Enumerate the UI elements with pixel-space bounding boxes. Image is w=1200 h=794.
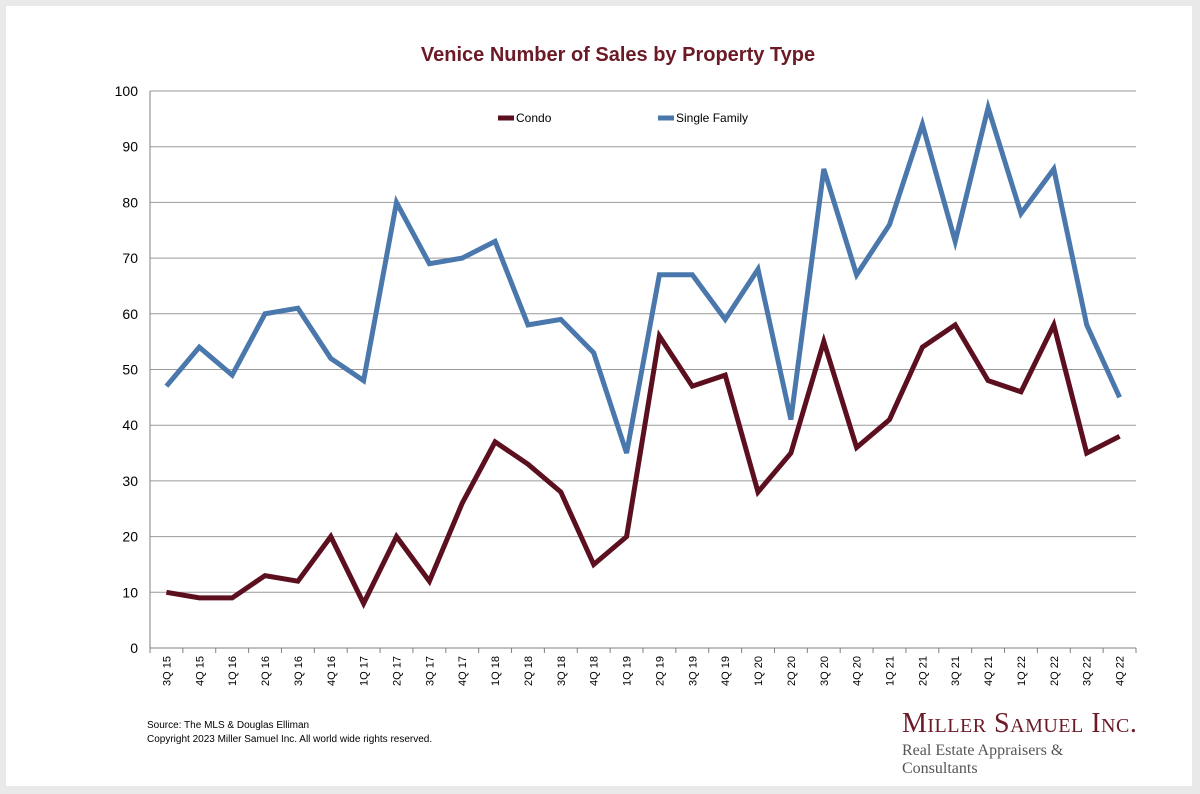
footer: Source: The MLS & Douglas Elliman Copyri… <box>147 719 432 747</box>
y-tick-label: 10 <box>122 584 138 600</box>
x-tick-label: 2Q 22 <box>1049 656 1061 686</box>
x-tick-label: 1Q 21 <box>885 656 897 686</box>
series-lines <box>164 98 1122 610</box>
y-tick-label: 20 <box>122 529 138 545</box>
x-tick-label: 1Q 18 <box>490 656 502 686</box>
legend: Condo Single Family <box>498 111 748 125</box>
x-tick-label: 4Q 22 <box>1115 656 1127 686</box>
x-tick-labels: 3Q 15 4Q 15 1Q 16 2Q 16 3Q 16 4Q 16 1Q 17 2Q 17… <box>161 656 1126 686</box>
x-tick-label: 2Q 20 <box>786 656 798 686</box>
brand-name: Miller Samuel Inc. <box>902 708 1138 739</box>
grid-lines <box>150 90 1136 593</box>
x-tick-label: 2Q 21 <box>917 656 929 686</box>
y-tick-label: 50 <box>122 362 138 378</box>
copyright-note: Copyright 2023 Miller Samuel Inc. All wo… <box>147 734 433 745</box>
y-tick-label: 60 <box>122 306 138 322</box>
x-tick-label: 4Q 20 <box>852 656 864 686</box>
x-tick-label: 3Q 16 <box>293 656 305 686</box>
x-tick-label: 3Q 21 <box>950 656 962 686</box>
x-tick-label: 2Q 16 <box>260 656 272 686</box>
x-tick-label: 2Q 17 <box>392 656 404 686</box>
x-tick-label: 4Q 15 <box>194 656 206 686</box>
x-tick-label: 4Q 17 <box>457 656 469 686</box>
source-note: Source: The MLS & Douglas Elliman <box>147 720 310 731</box>
brand-logo: Miller Samuel Inc. Real Estate Appraiser… <box>902 708 1142 778</box>
x-tick-label: 3Q 18 <box>556 656 568 686</box>
x-tick-label: 2Q 18 <box>523 656 535 686</box>
x-tick-label: 1Q 17 <box>359 656 371 686</box>
x-tick-label: 4Q 21 <box>983 656 995 686</box>
x-tick-label: 2Q 19 <box>654 656 666 686</box>
x-tick-label: 3Q 22 <box>1082 656 1094 686</box>
x-tick-label: 3Q 17 <box>424 656 436 686</box>
x-tick-label: 1Q 22 <box>1016 656 1028 686</box>
brand-tagline: Real Estate Appraisers & Consultants <box>902 742 1064 777</box>
y-tick-label: 0 <box>130 640 138 656</box>
x-tick-label: 4Q 19 <box>720 656 732 686</box>
single-family-line <box>164 98 1122 454</box>
condo-line <box>165 317 1121 610</box>
chart-title: Venice Number of Sales by Property Type <box>420 44 816 66</box>
x-tick-label: 1Q 16 <box>227 656 239 686</box>
legend-label-single-family: Single Family <box>676 111 748 125</box>
y-tick-label: 80 <box>122 194 138 210</box>
y-tick-label: 100 <box>115 83 139 99</box>
x-tick-label: 4Q 18 <box>589 656 601 686</box>
y-tick-labels: 0 10 20 30 40 50 60 70 80 90 100 <box>115 83 139 656</box>
y-tick-label: 40 <box>122 417 138 433</box>
x-tick-label: 3Q 19 <box>687 656 699 686</box>
y-tick-label: 90 <box>122 139 138 155</box>
y-tick-label: 30 <box>122 473 138 489</box>
y-tick-label: 70 <box>122 250 138 266</box>
axes <box>149 91 1137 653</box>
x-tick-label: 3Q 15 <box>161 656 173 686</box>
x-tick-label: 3Q 20 <box>819 656 831 686</box>
x-tick-label: 1Q 20 <box>753 656 765 686</box>
legend-label-condo: Condo <box>516 111 552 125</box>
x-tick-label: 4Q 16 <box>326 656 338 686</box>
x-tick-label: 1Q 19 <box>622 656 634 686</box>
